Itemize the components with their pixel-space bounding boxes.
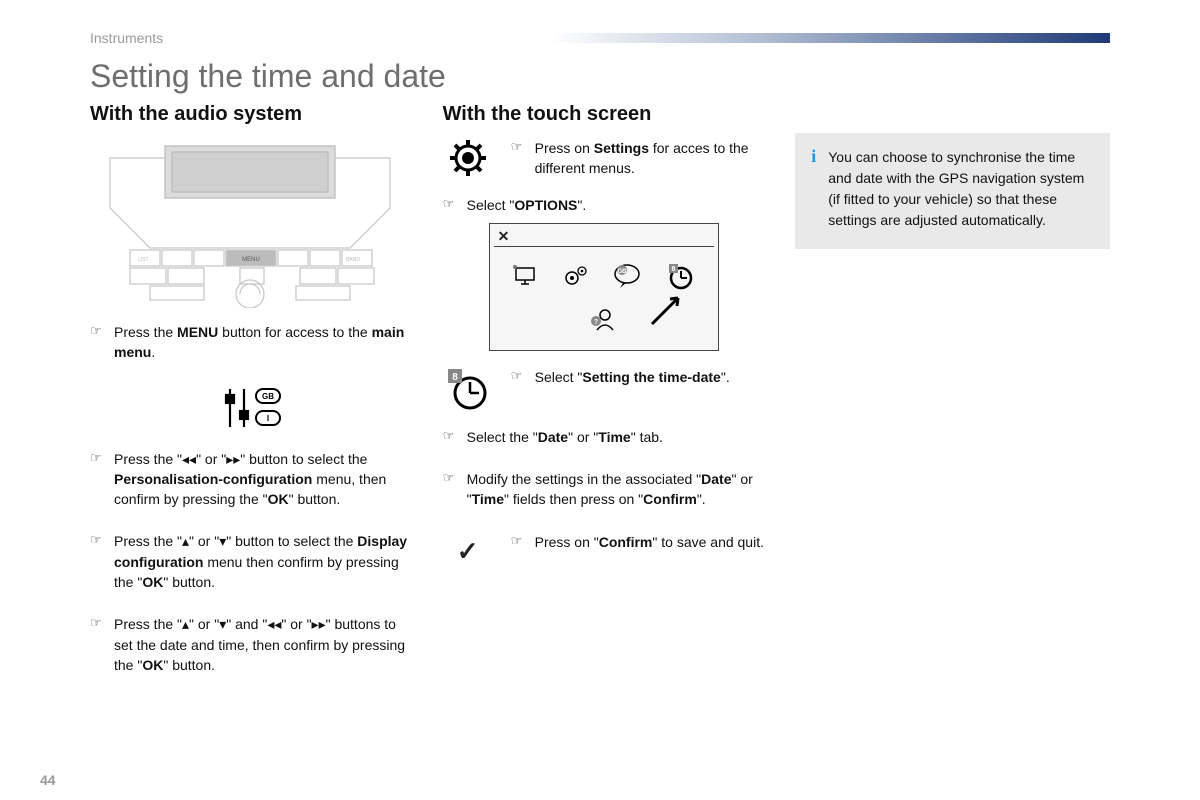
check-icon: ✓ xyxy=(457,536,479,567)
column-audio-system: With the audio system xyxy=(90,103,415,697)
svg-text:8: 8 xyxy=(671,266,675,273)
touch-step-4: ☞ Select the "Date" or "Time" tab. xyxy=(443,427,768,447)
heading-audio: With the audio system xyxy=(90,103,415,126)
info-text: You can choose to synchronise the time a… xyxy=(828,147,1094,231)
column-info: i You can choose to synchronise the time… xyxy=(795,103,1110,697)
audio-step-1: ☞ Press the MENU button for access to th… xyxy=(90,322,415,363)
gears-icon xyxy=(562,264,590,288)
sliders-icon: GB I xyxy=(90,385,415,431)
touch-step-2: ☞ Select "OPTIONS". xyxy=(443,195,768,215)
svg-text:MENU: MENU xyxy=(242,257,260,263)
svg-text:GB: GB xyxy=(618,269,628,275)
audio-step-4: ☞ Press the "▴" or "▾" and "◂◂" or "▸▸" … xyxy=(90,614,415,675)
svg-text:8: 8 xyxy=(452,372,458,383)
page-title: Setting the time and date xyxy=(90,58,1110,95)
svg-text:LIST: LIST xyxy=(138,257,149,263)
audio-step-3: ☞ Press the "▴" or "▾" button to select … xyxy=(90,531,415,592)
gear-icon xyxy=(448,138,488,178)
touch-screen-diagram: ✕ GB 8 ? xyxy=(489,223,719,351)
svg-text:I: I xyxy=(267,414,269,423)
audio-step-2: ☞ Press the "◂◂" or "▸▸" button to selec… xyxy=(90,449,415,510)
info-icon: i xyxy=(811,147,816,231)
section-label: Instruments xyxy=(90,30,163,46)
svg-text:BAND: BAND xyxy=(346,257,360,263)
column-touch-screen: With the touch screen xyxy=(443,103,768,697)
clock-icon: 8 xyxy=(446,367,490,411)
touch-step-5: ☞ Modify the settings in the associated … xyxy=(443,469,768,510)
page-number: 44 xyxy=(40,772,56,788)
help-icon: ? xyxy=(589,306,619,332)
clock-option-icon: 8 xyxy=(665,262,695,290)
header-accent-bar xyxy=(550,33,1110,43)
pointer-arrow-icon xyxy=(648,288,688,328)
info-box: i You can choose to synchronise the time… xyxy=(795,133,1110,249)
pointer-icon: ☞ xyxy=(90,322,104,363)
close-icon: ✕ xyxy=(498,228,510,245)
heading-touch: With the touch screen xyxy=(443,103,768,126)
audio-console-diagram: MENU LIST BAND xyxy=(90,138,410,308)
monitor-icon xyxy=(512,264,540,288)
svg-text:?: ? xyxy=(593,319,597,326)
language-icon: GB xyxy=(611,263,643,289)
svg-text:GB: GB xyxy=(262,392,274,401)
